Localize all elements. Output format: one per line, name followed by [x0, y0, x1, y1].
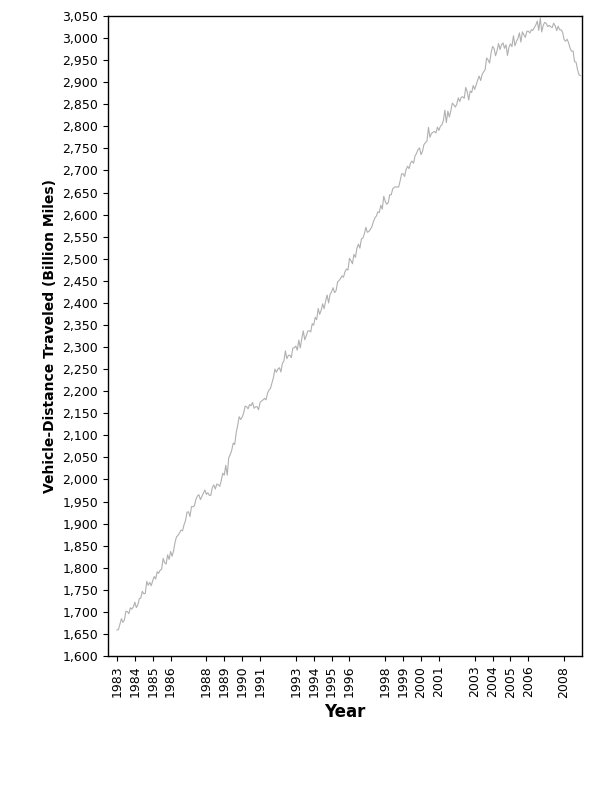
X-axis label: Year: Year	[325, 703, 365, 721]
Y-axis label: Vehicle-Distance Traveled (Billion Miles): Vehicle-Distance Traveled (Billion Miles…	[43, 179, 57, 493]
